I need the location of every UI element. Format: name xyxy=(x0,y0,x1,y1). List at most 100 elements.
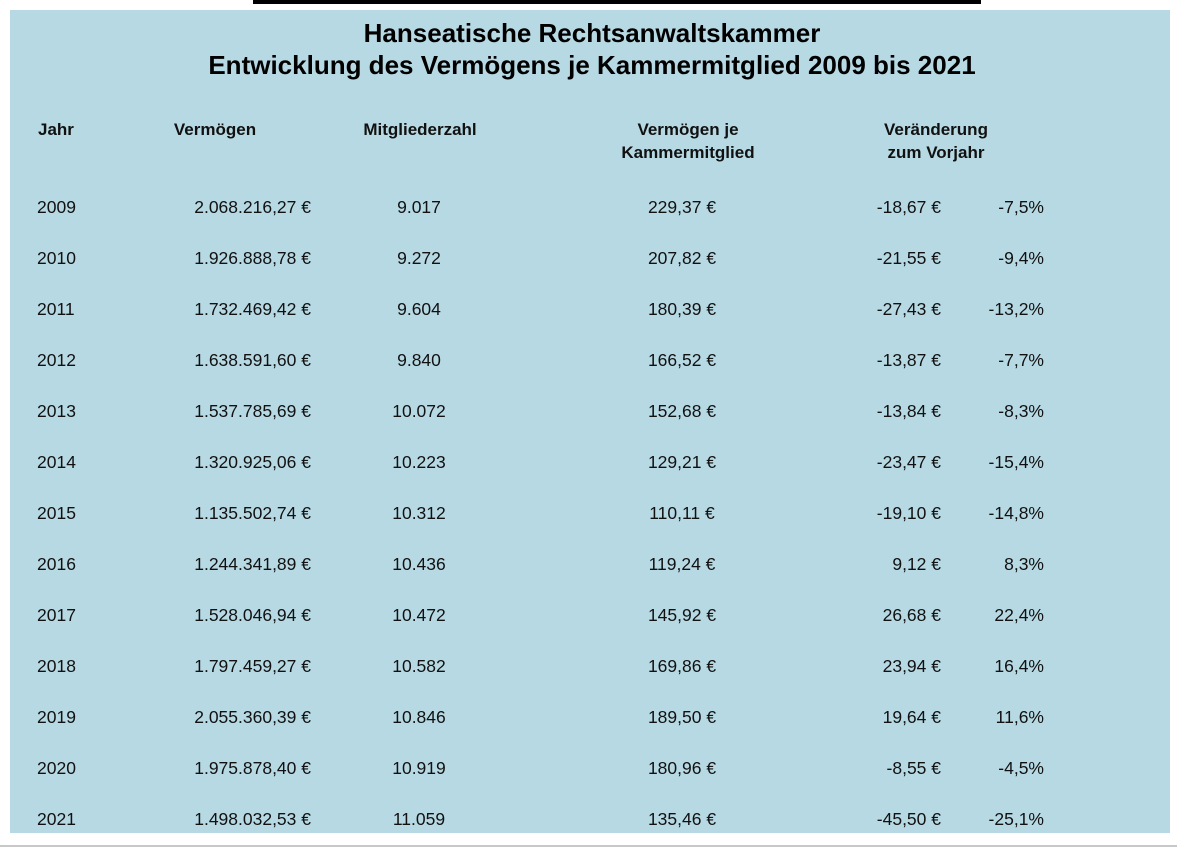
cell-veraenderung-eur: -13,84 € xyxy=(876,401,941,421)
cell-mitgliederzahl: 9.017 xyxy=(397,197,441,217)
cell-jahr: 2010 xyxy=(37,248,76,268)
table-row: 2013 1.537.785,69 € 10.072 152,68 € -13,… xyxy=(10,400,1170,422)
table-row: 2012 1.638.591,60 € 9.840 166,52 € -13,8… xyxy=(10,349,1170,371)
cell-jahr: 2018 xyxy=(37,656,76,676)
cell-vermoegen: 1.320.925,06 € xyxy=(194,452,311,472)
cell-vermoegen-je: 135,46 € xyxy=(647,809,717,829)
table-row: 2014 1.320.925,06 € 10.223 129,21 € -23,… xyxy=(10,451,1170,473)
cell-vermoegen-je: 180,96 € xyxy=(647,758,717,778)
table-row: 2011 1.732.469,42 € 9.604 180,39 € -27,4… xyxy=(10,298,1170,320)
table-panel: Hanseatische Rechtsanwaltskammer Entwick… xyxy=(10,10,1170,833)
cell-veraenderung-eur: -27,43 € xyxy=(876,299,941,319)
cell-veraenderung-pct: -25,1% xyxy=(988,809,1044,829)
cell-jahr: 2015 xyxy=(37,503,76,523)
cell-veraenderung-pct: -14,8% xyxy=(988,503,1044,523)
page-title: Hanseatische Rechtsanwaltskammer Entwick… xyxy=(18,17,1166,81)
cell-mitgliederzahl: 10.436 xyxy=(392,554,446,574)
table-row: 2017 1.528.046,94 € 10.472 145,92 € 26,6… xyxy=(10,604,1170,626)
table-row: 2018 1.797.459,27 € 10.582 169,86 € 23,9… xyxy=(10,655,1170,677)
cell-veraenderung-pct: 8,3% xyxy=(1004,554,1044,574)
cell-vermoegen-je: 152,68 € xyxy=(647,401,717,421)
cell-vermoegen: 2.055.360,39 € xyxy=(194,707,311,727)
cell-vermoegen: 2.068.216,27 € xyxy=(194,197,311,217)
table-row: 2021 1.498.032,53 € 11.059 135,46 € -45,… xyxy=(10,808,1170,830)
cell-vermoegen-je: 166,52 € xyxy=(647,350,717,370)
table-row: 2016 1.244.341,89 € 10.436 119,24 € 9,12… xyxy=(10,553,1170,575)
cell-veraenderung-pct: -7,7% xyxy=(998,350,1044,370)
cell-veraenderung-eur: -19,10 € xyxy=(876,503,941,523)
cell-vermoegen: 1.498.032,53 € xyxy=(194,809,311,829)
cell-jahr: 2021 xyxy=(37,809,76,829)
cell-veraenderung-eur: -13,87 € xyxy=(876,350,941,370)
cell-jahr: 2011 xyxy=(37,299,75,319)
cell-jahr: 2012 xyxy=(37,350,76,370)
table-row: 2019 2.055.360,39 € 10.846 189,50 € 19,6… xyxy=(10,706,1170,728)
cell-jahr: 2013 xyxy=(37,401,76,421)
cell-mitgliederzahl: 9.272 xyxy=(397,248,441,268)
cell-vermoegen: 1.797.459,27 € xyxy=(194,656,311,676)
cell-jahr: 2019 xyxy=(37,707,76,727)
cell-jahr: 2014 xyxy=(37,452,76,472)
cell-jahr: 2020 xyxy=(37,758,76,778)
cell-mitgliederzahl: 11.059 xyxy=(392,809,446,829)
bottom-border-line xyxy=(0,845,1177,847)
cell-mitgliederzahl: 9.604 xyxy=(397,299,441,319)
cell-vermoegen-je: 189,50 € xyxy=(647,707,717,727)
column-header-jahr: Jahr xyxy=(38,120,74,139)
column-header-vermoegen: Vermögen xyxy=(173,120,257,139)
title-line-1: Hanseatische Rechtsanwaltskammer xyxy=(363,18,821,48)
column-header-vermoegen-je-line-2: Kammermitglied xyxy=(621,143,755,162)
cell-veraenderung-pct: 16,4% xyxy=(994,656,1044,676)
cell-veraenderung-pct: -8,3% xyxy=(998,401,1044,421)
column-header-vermoegen-je-kammermitglied: Vermögen je Kammermitglied xyxy=(608,118,768,164)
cell-veraenderung-eur: -21,55 € xyxy=(876,248,941,268)
cell-vermoegen: 1.244.341,89 € xyxy=(194,554,311,574)
cell-veraenderung-eur: -45,50 € xyxy=(876,809,941,829)
cell-vermoegen-je: 180,39 € xyxy=(647,299,717,319)
cell-veraenderung-eur: 23,94 € xyxy=(882,656,941,676)
table-row: 2015 1.135.502,74 € 10.312 110,11 € -19,… xyxy=(10,502,1170,524)
column-header-mitgliederzahl: Mitgliederzahl xyxy=(363,120,477,139)
cell-mitgliederzahl: 10.919 xyxy=(392,758,446,778)
cell-veraenderung-eur: 26,68 € xyxy=(882,605,941,625)
cell-veraenderung-eur: 19,64 € xyxy=(882,707,941,727)
cell-vermoegen-je: 129,21 € xyxy=(647,452,717,472)
cell-jahr: 2017 xyxy=(37,605,76,625)
cell-mitgliederzahl: 9.840 xyxy=(397,350,441,370)
cell-vermoegen-je: 119,24 € xyxy=(648,554,716,574)
top-border-bar xyxy=(253,0,981,4)
column-header-veraenderung-line-1: Veränderung xyxy=(884,120,988,139)
cell-mitgliederzahl: 10.312 xyxy=(392,503,446,523)
cell-vermoegen-je: 110,11 € xyxy=(649,503,715,523)
column-header-veraenderung-line-2: zum Vorjahr xyxy=(887,143,985,162)
cell-vermoegen: 1.135.502,74 € xyxy=(194,503,311,523)
cell-veraenderung-eur: -18,67 € xyxy=(876,197,941,217)
cell-mitgliederzahl: 10.472 xyxy=(392,605,446,625)
table-row: 2020 1.975.878,40 € 10.919 180,96 € -8,5… xyxy=(10,757,1170,779)
cell-jahr: 2016 xyxy=(37,554,76,574)
cell-vermoegen: 1.975.878,40 € xyxy=(194,758,311,778)
cell-vermoegen: 1.732.469,42 € xyxy=(194,299,311,319)
cell-mitgliederzahl: 10.223 xyxy=(392,452,446,472)
cell-mitgliederzahl: 10.582 xyxy=(392,656,446,676)
cell-vermoegen: 1.926.888,78 € xyxy=(194,248,311,268)
cell-veraenderung-pct: 22,4% xyxy=(994,605,1044,625)
cell-vermoegen-je: 207,82 € xyxy=(647,248,717,268)
cell-veraenderung-pct: -13,2% xyxy=(988,299,1044,319)
cell-mitgliederzahl: 10.072 xyxy=(392,401,446,421)
cell-vermoegen: 1.638.591,60 € xyxy=(194,350,311,370)
cell-mitgliederzahl: 10.846 xyxy=(392,707,446,727)
cell-jahr: 2009 xyxy=(37,197,76,217)
cell-veraenderung-pct: -7,5% xyxy=(998,197,1044,217)
cell-veraenderung-eur: -8,55 € xyxy=(886,758,941,778)
table-row: 2009 2.068.216,27 € 9.017 229,37 € -18,6… xyxy=(10,196,1170,218)
cell-veraenderung-pct: -15,4% xyxy=(988,452,1044,472)
cell-veraenderung-pct: 11,6% xyxy=(995,707,1044,727)
column-header-vermoegen-je-line-1: Vermögen je xyxy=(637,120,739,139)
cell-vermoegen-je: 169,86 € xyxy=(647,656,717,676)
cell-vermoegen: 1.528.046,94 € xyxy=(194,605,311,625)
cell-vermoegen-je: 229,37 € xyxy=(647,197,717,217)
column-header-veraenderung-zum-vorjahr: Veränderung zum Vorjahr xyxy=(856,118,1016,164)
cell-vermoegen-je: 145,92 € xyxy=(647,605,717,625)
